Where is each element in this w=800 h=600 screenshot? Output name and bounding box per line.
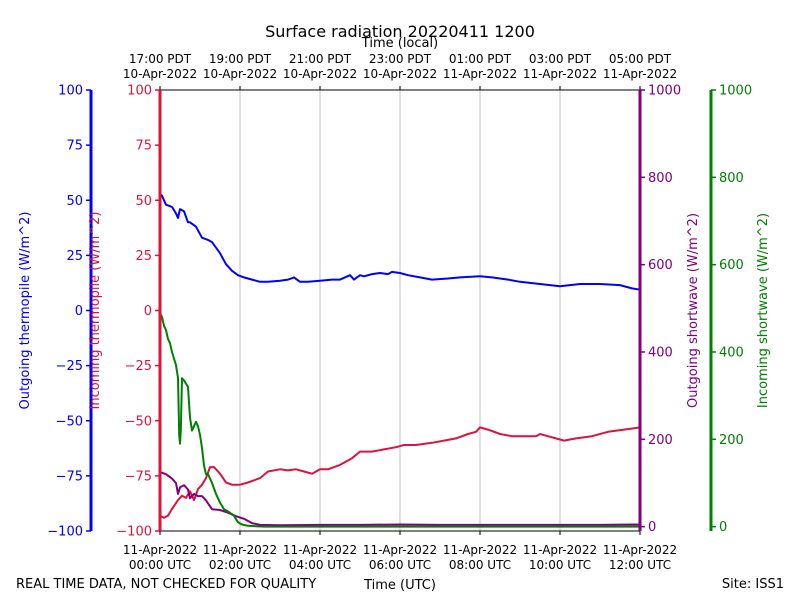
top-tick-date: 10-Apr-2022 <box>363 67 437 81</box>
outgoing-shortwave-tick-label: 400 <box>648 345 673 360</box>
incoming-shortwave-tick-label: 0 <box>719 520 727 535</box>
outgoing-thermopile-tick-label: −50 <box>56 414 83 429</box>
x-axis-label: Time (UTC) <box>363 578 436 593</box>
incoming-shortwave-tick-label: 400 <box>719 345 744 360</box>
top-tick-time: 17:00 PDT <box>129 52 192 66</box>
outgoing-thermopile-tick-label: 25 <box>66 249 83 264</box>
incoming-thermopile-tick-label: −75 <box>125 469 152 484</box>
outgoing-thermopile-series-line <box>159 192 641 291</box>
incoming-thermopile-tick-label: −25 <box>125 359 152 374</box>
outgoing-thermopile-axis-label: Outgoing thermopile (W/m^2) <box>18 212 33 410</box>
bottom-tick-date: 11-Apr-2022 <box>203 543 277 557</box>
chart-title: Surface radiation 20220411 1200 <box>265 22 535 41</box>
incoming-thermopile-tick-label: 0 <box>144 304 152 319</box>
outgoing-shortwave-axis-label: Outgoing shortwave (W/m^2) <box>686 213 701 408</box>
y-axes: −100 −75 −50 −25 0 25 50 75 100 Outgoing thermopi… <box>18 84 771 540</box>
incoming-thermopile-tick-label: −50 <box>125 414 152 429</box>
top-tick-date: 10-Apr-2022 <box>123 67 197 81</box>
top-tick-time: 03:00 PDT <box>529 52 592 66</box>
incoming-thermopile-tick-label: 75 <box>135 139 152 154</box>
outgoing-thermopile-tick-label: −100 <box>47 525 83 540</box>
bottom-tick-time: 04:00 UTC <box>289 558 351 572</box>
bottom-tick-date: 11-Apr-2022 <box>283 543 357 557</box>
incoming-thermopile-axis-label: Incoming thermopile (W/m^2) <box>88 212 103 410</box>
outgoing-thermopile-tick-label: 50 <box>66 194 83 209</box>
top-tick-date: 10-Apr-2022 <box>283 67 357 81</box>
outgoing-shortwave-tick-label: 0 <box>648 520 656 535</box>
bottom-tick-time: 10:00 UTC <box>529 558 591 572</box>
incoming-shortwave-series-line <box>159 312 640 528</box>
incoming-shortwave-tick-label: 800 <box>719 171 744 186</box>
top-tick-time: 01:00 PDT <box>449 52 512 66</box>
quality-note: REAL TIME DATA, NOT CHECKED FOR QUALITY <box>16 577 316 592</box>
top-tick-date: 11-Apr-2022 <box>443 67 517 81</box>
incoming-thermopile-series-line <box>159 426 641 519</box>
x-gridlines <box>239 90 561 531</box>
incoming-thermopile-tick-label: −100 <box>116 525 152 540</box>
bottom-tick-time: 02:00 UTC <box>209 558 271 572</box>
top-axis-label: Time (local) <box>361 36 438 51</box>
top-tick-time: 23:00 PDT <box>369 52 432 66</box>
top-tick-date: 11-Apr-2022 <box>523 67 597 81</box>
outgoing-thermopile-tick-label: −75 <box>56 469 83 484</box>
bottom-tick-date: 11-Apr-2022 <box>363 543 437 557</box>
top-tick-date: 11-Apr-2022 <box>603 67 677 81</box>
bottom-tick-date: 11-Apr-2022 <box>603 543 677 557</box>
bottom-tick-date: 11-Apr-2022 <box>443 543 517 557</box>
bottom-tick-time: 06:00 UTC <box>369 558 431 572</box>
incoming-shortwave-axis-label: Incoming shortwave (W/m^2) <box>756 213 771 408</box>
outgoing-thermopile-tick-label: 100 <box>58 84 83 99</box>
incoming-shortwave-tick-label: 600 <box>719 258 744 273</box>
top-tick-time: 21:00 PDT <box>289 52 352 66</box>
outgoing-thermopile-tick-label: 0 <box>75 304 83 319</box>
incoming-shortwave-tick-label: 1000 <box>719 84 752 99</box>
incoming-thermopile-tick-label: 25 <box>135 249 152 264</box>
site-label: Site: ISS1 <box>722 577 784 592</box>
bottom-tick-time: 00:00 UTC <box>129 558 191 572</box>
outgoing-shortwave-tick-label: 200 <box>648 433 673 448</box>
outgoing-thermopile-tick-label: −25 <box>56 359 83 374</box>
top-tick-date: 10-Apr-2022 <box>203 67 277 81</box>
incoming-thermopile-tick-label: 100 <box>127 84 152 99</box>
top-tick-time: 05:00 PDT <box>609 52 672 66</box>
outgoing-shortwave-tick-label: 600 <box>648 258 673 273</box>
outgoing-shortwave-tick-label: 1000 <box>648 84 681 99</box>
incoming-thermopile-tick-label: 50 <box>135 194 152 209</box>
outgoing-shortwave-series-line <box>159 471 641 527</box>
bottom-tick-date: 11-Apr-2022 <box>123 543 197 557</box>
series-lines <box>159 192 641 528</box>
outgoing-thermopile-tick-label: 75 <box>66 139 83 154</box>
top-tick-time: 19:00 PDT <box>209 52 272 66</box>
outgoing-shortwave-tick-label: 800 <box>648 171 673 186</box>
bottom-tick-date: 11-Apr-2022 <box>523 543 597 557</box>
incoming-shortwave-tick-label: 200 <box>719 433 744 448</box>
bottom-tick-time: 08:00 UTC <box>449 558 511 572</box>
bottom-tick-time: 12:00 UTC <box>609 558 671 572</box>
